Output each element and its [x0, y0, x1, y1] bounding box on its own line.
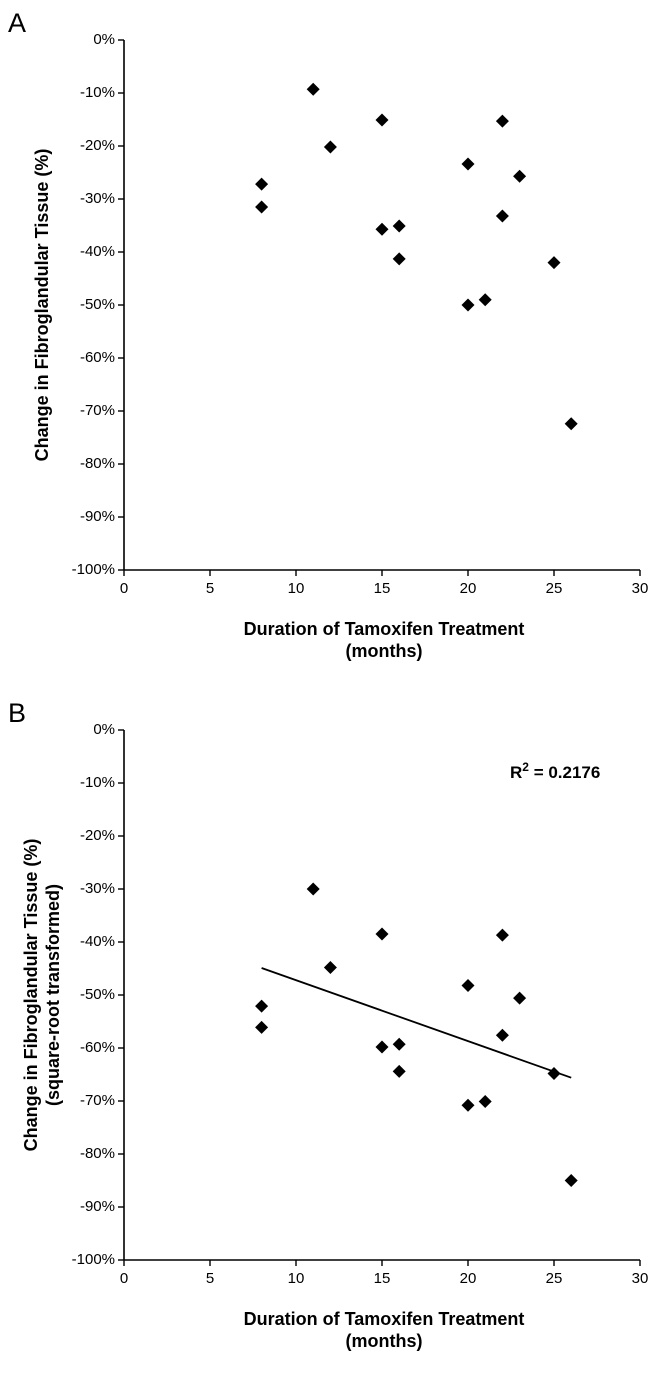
panel-a-data-point	[255, 200, 268, 213]
panel-a-data-point	[376, 114, 389, 127]
panel-a-data-point	[496, 115, 509, 128]
panel-a-y-tick-label: -70%	[80, 402, 115, 419]
panel-b-y-tick-label: -50%	[80, 986, 115, 1003]
panel-b-y-tick-label: -90%	[80, 1198, 115, 1215]
panel-b-x-tick-label: 10	[288, 1270, 305, 1287]
panel-b-data-point	[513, 992, 526, 1005]
panel-b-x-axis-title: Duration of Tamoxifen Treatment	[244, 1308, 525, 1330]
panel-a-y-tick-label: -100%	[72, 561, 115, 578]
panel-b-x-axis-label: Duration of Tamoxifen Treatment (months)	[244, 1308, 525, 1352]
panel-a-x-tick-label: 5	[206, 580, 214, 597]
panel-a-y-tick-label: -40%	[80, 243, 115, 260]
panel-a-y-tick-label: -90%	[80, 508, 115, 525]
panel-a: A Change in Fibroglandular Tissue (%) 0%…	[0, 0, 665, 680]
panel-b-trendline	[262, 968, 572, 1078]
panel-a-x-tick-label: 15	[374, 580, 391, 597]
panel-a-data-point	[462, 158, 475, 171]
panel-b-x-tick-label: 0	[120, 1270, 128, 1287]
panel-b-data-point	[496, 929, 509, 942]
panel-a-x-tick-label: 20	[460, 580, 477, 597]
panel-a-y-tick-label: -50%	[80, 296, 115, 313]
panel-a-y-tick-label: 0%	[93, 31, 115, 48]
panel-b-y-tick-label: 0%	[93, 721, 115, 738]
panel-a-x-tick-label: 0	[120, 580, 128, 597]
panel-a-data-point	[255, 178, 268, 191]
panel-a-data-point	[479, 293, 492, 306]
panel-a-y-tick-label: -30%	[80, 190, 115, 207]
panel-b-x-tick-label: 25	[546, 1270, 563, 1287]
panel-b-plot: 0% -10% -20% -30% -40% -50% -60% -70% -80% -90% -1…	[0, 690, 665, 1310]
panel-a-y-tick-label: -10%	[80, 84, 115, 101]
panel-a-data-point	[393, 220, 406, 233]
panel-b-data-point	[324, 961, 337, 974]
panel-a-x-axis-title: Duration of Tamoxifen Treatment	[244, 618, 525, 640]
panel-a-data-point	[462, 299, 475, 312]
panel-a-data-point	[496, 209, 509, 222]
panel-b-x-tick-label: 20	[460, 1270, 477, 1287]
panel-b-data-point	[376, 1040, 389, 1053]
panel-b-data-point	[255, 1000, 268, 1013]
panel-b-r-squared-annotation: R2 = 0.2176	[510, 760, 600, 782]
panel-a-data-point	[513, 170, 526, 183]
panel-b-x-axis-unit: (months)	[244, 1330, 525, 1352]
panel-b-y-tick-label: -100%	[72, 1251, 115, 1268]
panel-a-x-tick-label: 30	[632, 580, 649, 597]
panel-a-data-point	[376, 223, 389, 236]
panel-b-data-point	[548, 1067, 561, 1080]
panel-a-y-tick-label: -80%	[80, 455, 115, 472]
panel-b-data-point	[393, 1065, 406, 1078]
panel-b-x-tick-label: 15	[374, 1270, 391, 1287]
panel-b: B Change in Fibroglandular Tissue (%) (s…	[0, 690, 665, 1370]
panel-b-data-point	[565, 1174, 578, 1187]
panel-b-y-tick-label: -60%	[80, 1039, 115, 1056]
panel-a-data-point	[324, 141, 337, 154]
panel-a-x-axis-label: Duration of Tamoxifen Treatment (months)	[244, 618, 525, 662]
panel-a-plot: 0% -10% -20% -30% -40% -50% -60% -70% -80% -90% -1…	[0, 0, 665, 620]
panel-b-data-point	[462, 979, 475, 992]
panel-b-y-tick-label: -70%	[80, 1092, 115, 1109]
panel-b-data-point	[307, 883, 320, 896]
panel-a-y-tick-label: -60%	[80, 349, 115, 366]
panel-a-data-point	[548, 256, 561, 269]
panel-b-y-tick-label: -40%	[80, 933, 115, 950]
panel-b-x-tick-label: 30	[632, 1270, 649, 1287]
panel-b-data-point	[376, 928, 389, 941]
panel-a-data-point	[307, 83, 320, 96]
panel-b-x-tick-label: 5	[206, 1270, 214, 1287]
panel-b-y-tick-label: -20%	[80, 827, 115, 844]
panel-a-x-tick-label: 10	[288, 580, 305, 597]
panel-b-data-point	[255, 1021, 268, 1034]
panel-b-y-tick-label: -30%	[80, 880, 115, 897]
panel-a-data-point	[393, 252, 406, 265]
panel-b-data-point	[496, 1029, 509, 1042]
panel-a-y-tick-label: -20%	[80, 137, 115, 154]
panel-b-data-point	[479, 1095, 492, 1108]
panel-a-x-axis-unit: (months)	[244, 640, 525, 662]
panel-b-y-tick-label: -10%	[80, 774, 115, 791]
panel-b-data-point	[462, 1099, 475, 1112]
panel-a-data-point	[565, 417, 578, 430]
panel-b-data-point	[393, 1038, 406, 1051]
panel-b-y-tick-label: -80%	[80, 1145, 115, 1162]
panel-a-x-tick-label: 25	[546, 580, 563, 597]
